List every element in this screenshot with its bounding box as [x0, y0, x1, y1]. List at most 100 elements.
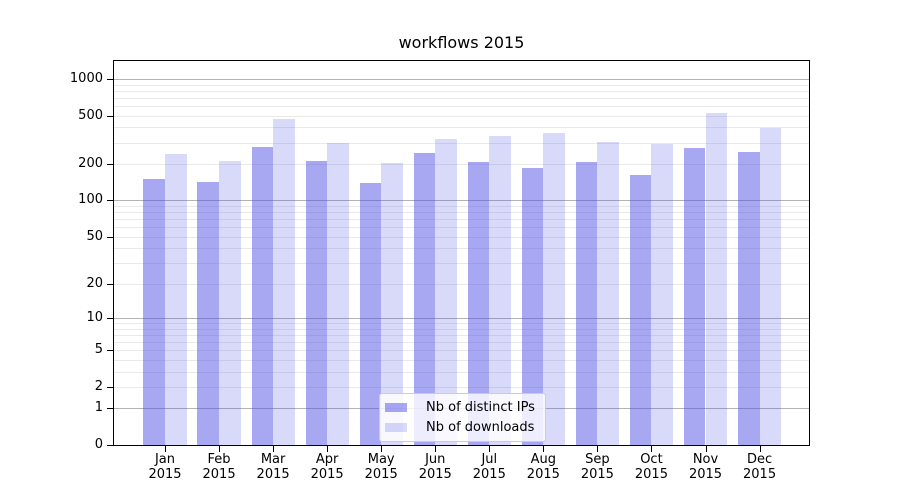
x-tick-label: May 2015 — [364, 452, 398, 482]
x-tick-mark — [381, 446, 383, 452]
chart-title: workflows 2015 — [398, 33, 525, 52]
bar — [737, 151, 760, 445]
y-tick-label: 200 — [78, 156, 103, 171]
x-tick-mark — [597, 446, 599, 452]
x-tick-mark — [435, 446, 437, 452]
x-tick-label: Jan 2015 — [148, 452, 182, 482]
legend-swatch — [385, 423, 407, 432]
bar — [651, 144, 674, 445]
x-tick-label: Jun 2015 — [418, 452, 452, 482]
x-tick-mark — [165, 446, 166, 452]
y-tick-label: 1000 — [69, 70, 103, 86]
bar — [543, 132, 565, 445]
x-tick-mark — [489, 446, 491, 452]
bar — [597, 141, 619, 445]
bar — [143, 179, 165, 445]
major-gridline — [114, 200, 809, 202]
y-tick-label: 5 — [94, 342, 103, 358]
bar — [705, 113, 728, 445]
minor-gridline — [114, 97, 809, 99]
minor-gridline — [114, 219, 809, 221]
bar — [759, 128, 782, 445]
minor-gridline — [114, 328, 809, 330]
minor-gridline — [114, 212, 809, 214]
y-tick-label: 500 — [78, 107, 103, 123]
bar — [273, 118, 295, 445]
minor-gridline — [114, 248, 809, 250]
x-tick-mark — [651, 446, 653, 452]
x-tick-mark — [543, 446, 545, 452]
minor-gridline — [114, 142, 809, 144]
bar — [521, 168, 544, 445]
bar — [219, 160, 241, 445]
y-tick-mark — [107, 115, 113, 117]
minor-gridline — [114, 90, 809, 92]
bar — [489, 135, 511, 445]
x-tick-mark — [219, 446, 221, 452]
minor-gridline — [114, 115, 809, 117]
minor-gridline — [114, 236, 809, 238]
legend: Nb of distinct IPs Nb of downloads — [379, 393, 546, 442]
x-tick-label: Feb 2015 — [202, 452, 236, 482]
x-tick-mark — [705, 446, 707, 452]
minor-gridline — [114, 283, 809, 285]
bar — [629, 175, 652, 445]
minor-gridline — [114, 164, 809, 165]
y-tick-label: 20 — [86, 275, 103, 291]
y-tick-mark — [107, 350, 113, 352]
legend-item-label: Nb of downloads — [426, 420, 535, 435]
x-tick-mark — [273, 446, 275, 452]
y-tick-mark — [107, 164, 113, 165]
minor-gridline — [114, 359, 809, 361]
minor-gridline — [114, 350, 809, 352]
y-tick-label: 50 — [86, 228, 103, 244]
minor-gridline — [114, 323, 809, 324]
minor-gridline — [114, 341, 809, 343]
y-tick-mark — [107, 408, 113, 410]
major-gridline — [114, 317, 809, 319]
minor-gridline — [114, 84, 809, 86]
y-tick-mark — [107, 78, 113, 80]
legend-swatch — [385, 403, 407, 412]
x-tick-label: Aug 2015 — [526, 452, 560, 482]
x-tick-label: Sep 2015 — [580, 452, 614, 482]
bar — [197, 182, 220, 445]
y-tick-mark — [107, 236, 113, 238]
y-tick-mark — [107, 386, 113, 388]
bar — [467, 161, 490, 445]
y-tick-label: 10 — [86, 309, 103, 325]
bar — [575, 161, 598, 445]
bar — [251, 147, 274, 445]
minor-gridline — [114, 227, 809, 229]
x-tick-label: Jul 2015 — [472, 452, 506, 482]
minor-gridline — [114, 334, 809, 336]
legend-item: Nb of distinct IPs — [385, 399, 535, 416]
bar — [359, 182, 382, 445]
minor-gridline — [114, 105, 809, 107]
y-tick-label: 100 — [78, 192, 103, 208]
bar — [435, 139, 457, 445]
minor-gridline — [114, 205, 809, 207]
x-tick-label: Dec 2015 — [743, 452, 777, 482]
bar — [165, 153, 187, 445]
y-tick-mark — [107, 445, 113, 446]
plot-area: Nb of distinct IPs Nb of downloads — [113, 60, 810, 446]
bar — [305, 161, 328, 445]
bar — [381, 162, 403, 445]
x-tick-mark — [327, 446, 329, 452]
legend-item-label: Nb of distinct IPs — [426, 400, 535, 415]
x-tick-label: Nov 2015 — [688, 452, 723, 482]
minor-gridline — [114, 263, 809, 265]
x-tick-label: Mar 2015 — [256, 452, 290, 482]
minor-gridline — [114, 386, 809, 388]
bar — [327, 142, 349, 445]
minor-gridline — [114, 371, 809, 373]
major-gridline — [114, 78, 809, 80]
y-tick-label: 0 — [94, 437, 103, 452]
y-tick-mark — [107, 283, 113, 285]
bar — [683, 147, 706, 445]
x-tick-label: Apr 2015 — [310, 452, 344, 482]
minor-gridline — [114, 127, 809, 129]
y-tick-mark — [107, 200, 113, 202]
